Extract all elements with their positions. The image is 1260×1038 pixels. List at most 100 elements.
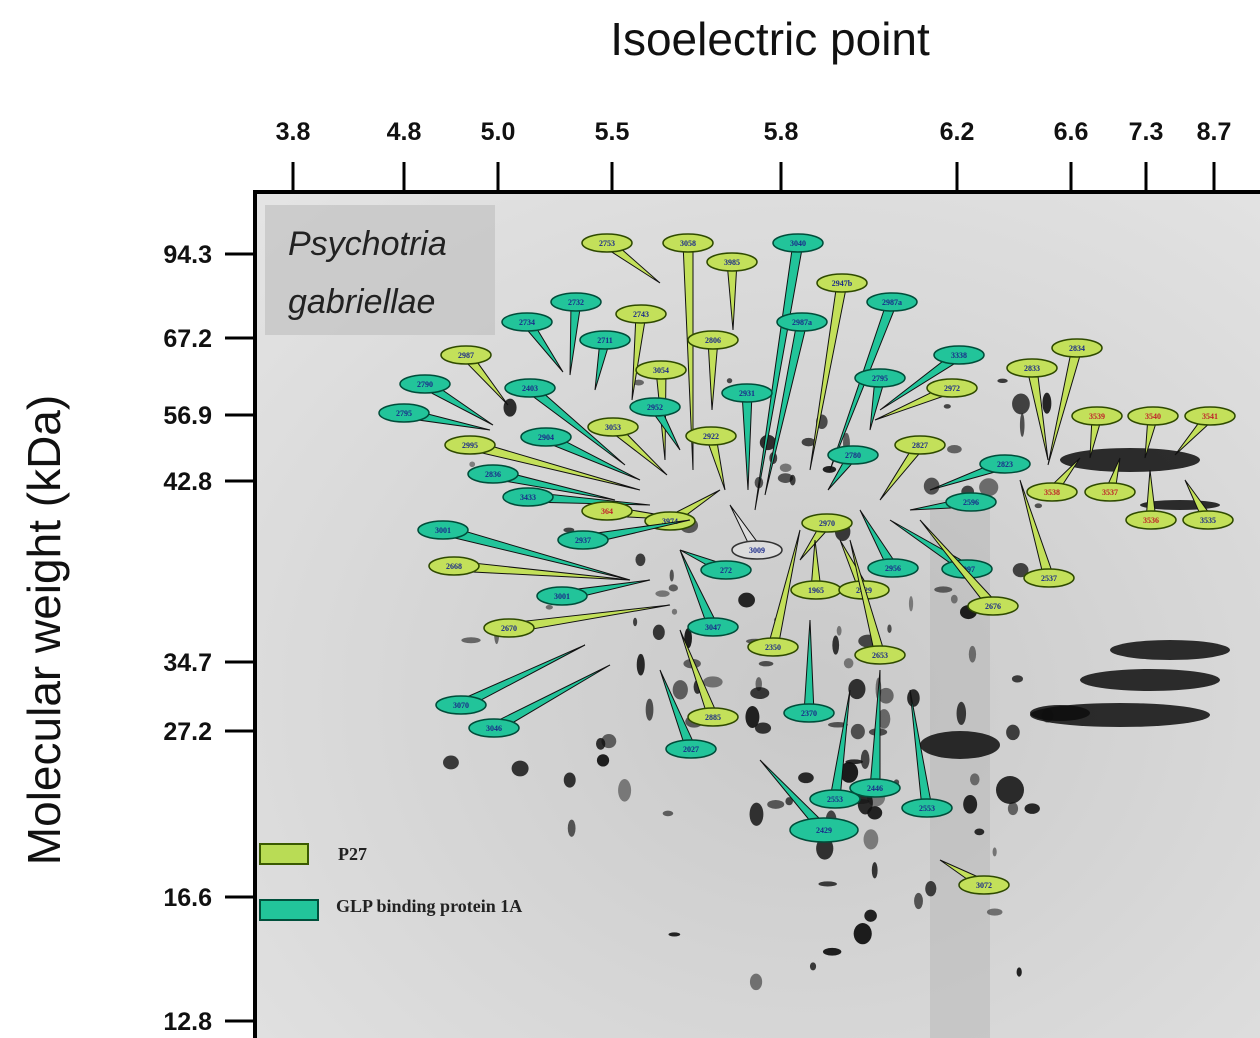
- gel-spot: [1025, 803, 1040, 813]
- legend-swatch: [260, 844, 308, 864]
- x-tick-label: 6.6: [1054, 118, 1089, 146]
- gel-spot: [759, 661, 774, 666]
- gel-spot: [914, 893, 923, 909]
- gel-spot: [864, 829, 879, 849]
- spot-label: 3047: [705, 623, 721, 632]
- gel-spot: [907, 689, 920, 707]
- gel-spot: [947, 445, 962, 453]
- species-label: gabriellae: [288, 283, 435, 321]
- x-tick-label: 5.5: [595, 118, 630, 146]
- spot-label: 2827: [912, 441, 928, 450]
- spot-label: 2931: [739, 389, 755, 398]
- spot-label: 2027: [683, 745, 699, 754]
- gel-spot: [925, 881, 936, 896]
- gel-spot: [635, 553, 645, 566]
- gel-spot: [969, 646, 976, 663]
- legend-label: P27: [338, 844, 367, 864]
- spot-label: 3001: [554, 592, 570, 601]
- gel-spot: [844, 658, 854, 668]
- gel-band: [1030, 705, 1090, 721]
- spot-label: 272: [720, 566, 732, 575]
- spot-label: 3046: [486, 724, 502, 733]
- gel-band: [1110, 640, 1230, 660]
- spot-label: 2596: [963, 498, 979, 507]
- gel-spot: [663, 811, 674, 817]
- y-tick-label: 34.7: [163, 649, 212, 677]
- spot-label: 2553: [827, 795, 843, 804]
- spot-label: 2711: [597, 336, 613, 345]
- spot-label: 2734: [519, 318, 535, 327]
- gel-spot: [750, 974, 762, 991]
- spot-label: 2834: [1069, 344, 1085, 353]
- spot-label: 1965: [808, 586, 824, 595]
- gel-spot: [1012, 675, 1023, 682]
- gel-spot: [861, 750, 870, 769]
- gel-spot: [767, 800, 784, 809]
- spot-label: 2370: [801, 709, 817, 718]
- spot-label: 3540: [1145, 412, 1161, 421]
- spot-label: 2885: [705, 713, 721, 722]
- spot-label: 3058: [680, 239, 696, 248]
- spot-label: 2676: [985, 602, 1001, 611]
- gel-spot: [653, 625, 665, 640]
- gel-spot: [1020, 413, 1025, 437]
- gel-spot: [568, 820, 576, 837]
- spot-label: 2947b: [832, 279, 853, 288]
- x-tick-label: 5.0: [481, 118, 516, 146]
- gel-spot: [727, 378, 732, 383]
- spot-label: 2836: [485, 470, 501, 479]
- spot-label: 3541: [1202, 412, 1218, 421]
- gel-spot: [750, 803, 764, 826]
- spot-label: 3054: [653, 366, 669, 375]
- gel-spot: [646, 699, 654, 721]
- gel-band: [996, 776, 1024, 804]
- gel-spot: [909, 596, 913, 611]
- gel-spot: [703, 676, 723, 687]
- spot-label: 2350: [765, 643, 781, 652]
- spot-label: 3338: [951, 351, 967, 360]
- gel-spot: [878, 688, 893, 704]
- gel-spot: [832, 636, 839, 655]
- spot-label: 2972: [944, 384, 960, 393]
- gel-spot: [851, 724, 865, 739]
- spot-label: 2553: [919, 804, 935, 813]
- spot-label: 2970: [819, 519, 835, 528]
- gel-spot: [810, 962, 816, 970]
- gel-spot: [957, 702, 966, 725]
- gel-spot: [637, 654, 645, 676]
- spot-label: 3535: [1200, 516, 1216, 525]
- legend-label: GLP binding protein 1A: [336, 896, 522, 916]
- spot-label: 3539: [1089, 412, 1105, 421]
- gel-spot: [864, 910, 877, 922]
- gel-spot: [1017, 967, 1022, 976]
- gel-spot: [854, 923, 872, 944]
- gel-spot: [997, 379, 1007, 383]
- spot-label: 364: [601, 507, 613, 516]
- spot-label: 3072: [976, 881, 992, 890]
- spot-label: 2429: [816, 826, 832, 835]
- gel-spot: [673, 680, 688, 699]
- spot-label: 2987a: [792, 318, 812, 327]
- spot-label: 3537: [1102, 488, 1118, 497]
- spot-label: 2987a: [882, 298, 902, 307]
- gel-spot: [469, 461, 475, 467]
- gel-spot: [780, 464, 792, 473]
- x-tick-label: 5.8: [764, 118, 799, 146]
- spot-label: 2537: [1041, 574, 1057, 583]
- spot-label: 2937: [575, 536, 591, 545]
- spot-label: 2780: [845, 451, 861, 460]
- gel-spot: [672, 609, 677, 615]
- x-tick-label: 8.7: [1197, 118, 1232, 146]
- y-tick-label: 12.8: [163, 1008, 212, 1036]
- gel-spot: [778, 473, 793, 483]
- spot-label: 2403: [522, 384, 538, 393]
- spot-label: 3536: [1143, 516, 1159, 525]
- spot-label: 3985: [724, 258, 740, 267]
- gel-spot: [823, 948, 841, 956]
- gel-spot: [974, 828, 984, 835]
- spot-label: 2833: [1024, 364, 1040, 373]
- y-tick-label: 27.2: [163, 718, 212, 746]
- gel-spot: [738, 593, 755, 608]
- gel-spot: [461, 637, 480, 643]
- gel-spot: [668, 932, 680, 936]
